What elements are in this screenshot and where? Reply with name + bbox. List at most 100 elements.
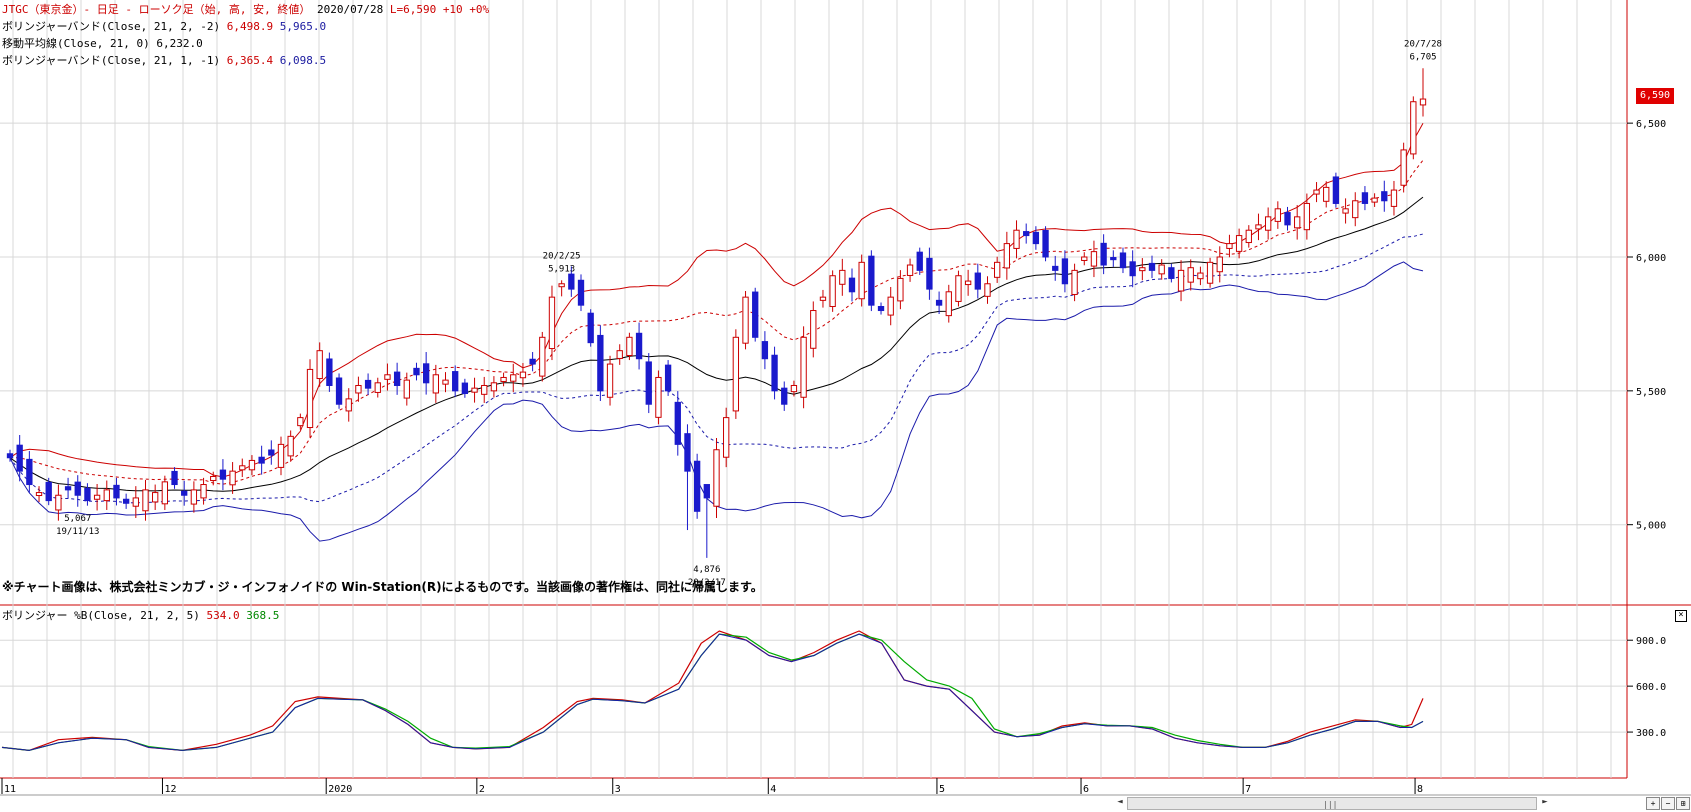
month-label: 2 <box>479 784 485 795</box>
candle-body <box>994 261 1001 278</box>
candle-body <box>1419 98 1427 106</box>
close-subchart-icon[interactable]: × <box>1675 610 1687 622</box>
candle-body <box>1226 243 1233 249</box>
candle-body <box>1052 265 1059 271</box>
candle-body <box>587 312 594 344</box>
candle-body <box>1410 101 1417 155</box>
candle-body <box>858 261 865 300</box>
candle-body <box>103 489 110 502</box>
chart-title: JTGC（東京金）- 日足 - ローソク足（始, 高, 安, 終値） <box>2 3 311 16</box>
candle-body <box>945 291 952 317</box>
candle-body <box>1303 202 1311 231</box>
sub-tick-label: 300.0 <box>1636 728 1666 739</box>
candle-body <box>345 398 352 412</box>
candle-body <box>403 379 410 399</box>
candle-body <box>1139 267 1146 272</box>
candle-body <box>471 387 478 393</box>
candle-body <box>93 494 101 500</box>
ind3-lower: 6,098.5 <box>279 54 327 67</box>
candle-body <box>55 494 62 511</box>
candle-body <box>374 382 381 393</box>
candle-body <box>500 376 507 382</box>
candle-body <box>422 363 430 384</box>
candle-body <box>510 374 517 382</box>
current-price-tag: 6,590 <box>1636 88 1674 104</box>
zoom-out-button[interactable]: − <box>1661 797 1675 810</box>
fit-button[interactable]: ⊞ <box>1676 797 1690 810</box>
candle-body <box>258 456 265 464</box>
candle-body <box>461 382 469 395</box>
horizontal-scrollbar[interactable]: ||| <box>1127 797 1537 810</box>
ind1-upper: 6,498.9 <box>226 20 274 33</box>
candle-body <box>781 387 788 405</box>
scroll-right-icon[interactable]: ► <box>1542 797 1548 807</box>
sma-line <box>9 196 1424 492</box>
candle-body <box>1284 212 1291 226</box>
candle-body <box>1342 208 1349 214</box>
candle-body <box>1100 242 1107 266</box>
candle-body <box>297 417 304 427</box>
candle-body <box>655 376 662 418</box>
month-label: 12 <box>164 784 176 795</box>
zoom-in-button[interactable]: + <box>1646 797 1660 810</box>
annotation-value: 19/11/13 <box>56 527 99 537</box>
candle-body <box>219 469 227 480</box>
candle-body <box>839 269 846 285</box>
candle-body <box>306 368 314 429</box>
candle-body <box>122 498 130 504</box>
month-label: 5 <box>939 784 945 795</box>
pb-value-2: 368.5 <box>246 609 280 622</box>
candle-body <box>1148 262 1156 271</box>
candle-body <box>1129 261 1136 277</box>
candle-body <box>800 336 807 398</box>
candle-body <box>384 374 391 380</box>
candle-body <box>1371 197 1378 203</box>
candle-body <box>732 336 740 412</box>
candle-body <box>539 336 546 377</box>
price-tick-label: 6,000 <box>1636 253 1666 264</box>
candle-body <box>1332 176 1340 204</box>
scroll-left-icon[interactable]: ◄ <box>1117 797 1123 807</box>
candle-body <box>703 484 710 499</box>
candle-body <box>490 382 498 392</box>
chart-date: 2020/07/28 <box>316 3 384 16</box>
candle-body <box>1013 229 1020 249</box>
month-label: 6 <box>1083 784 1089 795</box>
ind1-lower: 5,965.0 <box>279 20 327 33</box>
candle-body <box>181 490 188 496</box>
month-label: 2020 <box>328 784 352 795</box>
price-tick-label: 5,500 <box>1636 387 1666 398</box>
annotation-label: 5,067 <box>64 514 91 524</box>
candle-body <box>684 433 691 472</box>
candle-body <box>200 484 207 499</box>
candle-body <box>984 283 991 297</box>
candle-body <box>1361 192 1369 204</box>
candle-body <box>132 497 139 507</box>
indicator-line-1: ボリンジャーバンド(Close, 21, 2, -2) 6,498.9 5,96… <box>2 19 326 35</box>
candle-body <box>481 384 488 395</box>
candle-body <box>606 363 614 398</box>
price-change: +10 <box>442 3 463 16</box>
candle-body <box>171 470 178 486</box>
candle-body <box>64 486 72 491</box>
candle-body <box>616 350 623 359</box>
candle-body <box>35 492 43 497</box>
sub-tick-label: 600.0 <box>1636 682 1666 693</box>
candle-body <box>190 489 198 505</box>
candle-body <box>1071 269 1078 295</box>
candle-body <box>1177 269 1185 292</box>
month-label: 7 <box>1245 784 1251 795</box>
candle-body <box>771 354 778 392</box>
candle-body <box>1323 186 1330 202</box>
candle-body <box>45 481 52 502</box>
candle-body <box>1110 257 1117 261</box>
candle-body <box>1255 224 1262 230</box>
candle-body <box>626 336 633 357</box>
candle-body <box>635 332 643 360</box>
sub-chart-header: ボリンジャー %B(Close, 21, 2, 5) 534.0 368.5 <box>2 608 279 624</box>
price-tick-label: 5,000 <box>1636 521 1666 532</box>
last-price: L=6,590 <box>389 3 437 16</box>
candle-body <box>1264 216 1272 231</box>
annotation-label: 20/2/25 <box>543 251 581 261</box>
